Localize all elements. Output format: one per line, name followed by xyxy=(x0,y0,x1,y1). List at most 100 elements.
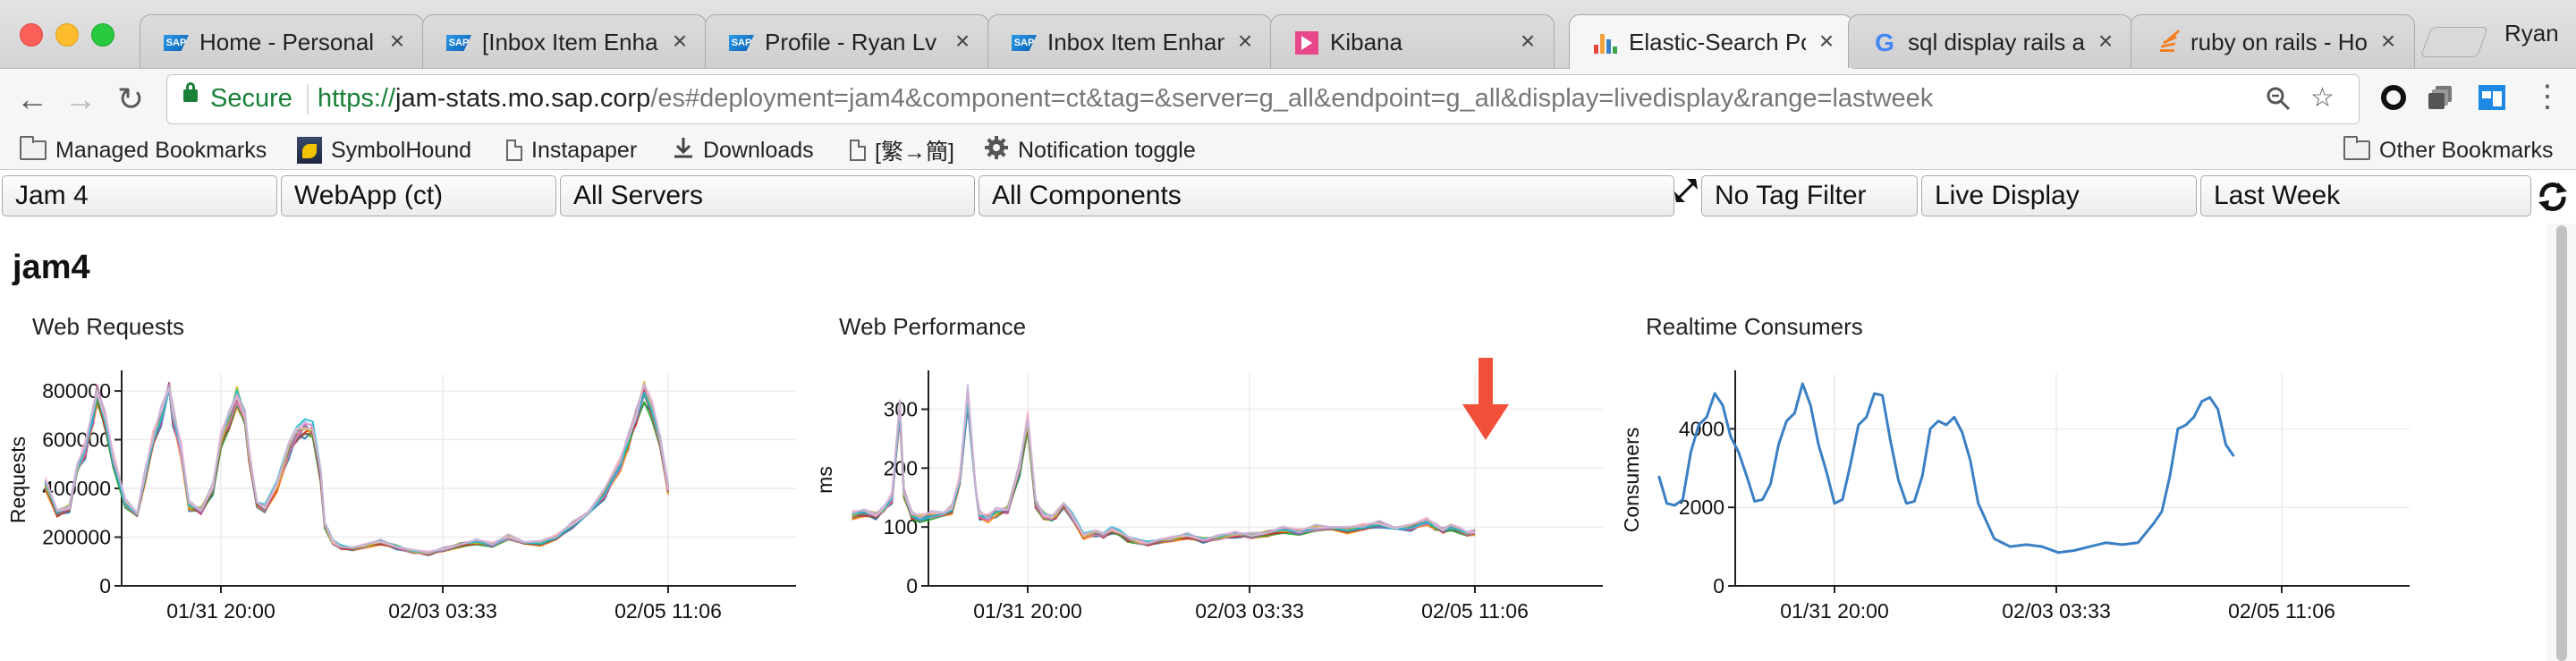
series-line xyxy=(44,382,669,556)
y-axis-label: Consumers xyxy=(1620,428,1643,533)
y-tick-label: 0 xyxy=(906,574,918,597)
profile-name[interactable]: Ryan xyxy=(2504,20,2559,47)
close-icon[interactable]: × xyxy=(2380,27,2396,55)
folder-icon xyxy=(2343,136,2370,160)
filter-toolbar: Jam 4 WebApp (ct) All Servers All Compon… xyxy=(0,170,2576,222)
series-line xyxy=(44,386,669,554)
extension-window-icon[interactable] xyxy=(2478,83,2506,112)
y-axis-label: ms xyxy=(813,466,836,494)
secure-label: Secure xyxy=(210,84,292,113)
x-tick-label: 02/05 11:06 xyxy=(614,599,722,623)
tab-kibana[interactable]: Kibana × xyxy=(1270,14,1555,68)
endpoint-select[interactable]: All Components xyxy=(979,175,1674,216)
close-icon[interactable]: × xyxy=(389,27,405,55)
x-tick-label: 01/31 20:00 xyxy=(973,599,1082,623)
chart-title-web-performance: Web Performance xyxy=(839,313,1027,340)
google-icon: G xyxy=(1875,29,1894,56)
tab-google-sql[interactable]: G sql display rails ac × xyxy=(1848,14,2132,68)
display-select[interactable]: Live Display xyxy=(1921,175,2197,216)
component-select[interactable]: WebApp (ct) xyxy=(281,175,556,216)
tab-home-personal[interactable]: SAP Home - Personal F × xyxy=(140,14,424,68)
range-select[interactable]: Last Week xyxy=(2200,175,2531,216)
reload-button[interactable]: ↻ xyxy=(116,81,145,117)
close-icon[interactable]: × xyxy=(1818,27,1835,55)
tab-label: Kibana xyxy=(1330,29,1402,55)
arrow-shaft xyxy=(1479,358,1493,408)
sap-icon: SAP xyxy=(164,31,189,55)
arrow-head xyxy=(1462,404,1509,440)
extension-stack-icon[interactable] xyxy=(2428,83,2456,112)
series-line xyxy=(44,384,669,555)
sap-icon: SAP xyxy=(729,31,754,55)
tab-elastic-search[interactable]: Elastic-Search Pov × xyxy=(1569,14,1853,69)
server-select[interactable]: All Servers xyxy=(560,175,975,216)
series-line xyxy=(852,390,1476,545)
tabs: SAP Home - Personal F × SAP [Inbox Item … xyxy=(140,14,2429,69)
tab-label: ruby on rails - How xyxy=(2190,29,2368,55)
y-tick-label: 0 xyxy=(1713,574,1724,597)
annotation-arrow xyxy=(1462,358,1509,440)
bookmark-other[interactable]: Other Bookmarks xyxy=(2343,135,2554,165)
folder-icon xyxy=(20,136,47,160)
tab-stackoverflow[interactable]: ruby on rails - How × xyxy=(2131,14,2415,68)
back-button[interactable]: ← xyxy=(16,81,48,117)
tab-profile[interactable]: SAP Profile - Ryan Lv × xyxy=(705,14,989,68)
close-icon[interactable]: × xyxy=(1520,27,1536,55)
expand-icon[interactable] xyxy=(1671,175,1701,206)
maximize-window-button[interactable] xyxy=(91,23,114,47)
kibana-icon xyxy=(1294,31,1319,55)
bookmark-instapaper[interactable]: Instapaper xyxy=(506,135,637,165)
lock-icon xyxy=(183,82,198,102)
gear-icon xyxy=(984,135,1009,166)
deployment-select[interactable]: Jam 4 xyxy=(2,175,277,216)
y-tick-label: 200 xyxy=(884,456,918,479)
refresh-icon[interactable] xyxy=(2535,179,2571,215)
address-bar[interactable]: Secure https://jam-stats.mo.sap.corp/es#… xyxy=(166,74,2360,124)
series-line xyxy=(44,383,669,555)
close-window-button[interactable] xyxy=(20,23,43,47)
bookmark-star-icon[interactable]: ☆ xyxy=(2310,83,2334,113)
stackoverflow-icon xyxy=(2155,30,2181,55)
tab-label: [Inbox Item Enhanc xyxy=(482,29,659,55)
tab-label: Inbox Item Enhanc xyxy=(1047,29,1224,55)
series-line xyxy=(852,384,1476,545)
x-tick-label: 02/03 03:33 xyxy=(388,599,497,623)
bookmark-downloads[interactable]: Downloads xyxy=(673,135,814,165)
tab-strip: SAP Home - Personal F × SAP [Inbox Item … xyxy=(0,0,2576,69)
bookmark-traditional-simplified[interactable]: [繁→簡] xyxy=(850,135,954,165)
tab-label: Elastic-Search Pov xyxy=(1629,29,1806,55)
series-line xyxy=(1657,382,2235,555)
url-text[interactable]: https://jam-stats.mo.sap.corp/es#deploym… xyxy=(318,84,1934,113)
series-line xyxy=(852,398,1476,543)
symbolhound-icon xyxy=(297,137,322,164)
page-icon xyxy=(506,140,522,161)
tab-label: Home - Personal F xyxy=(199,29,377,55)
series-line xyxy=(44,381,669,555)
close-icon[interactable]: × xyxy=(2097,27,2114,55)
browser-toolbar: ← → ↻ Secure https://jam-stats.mo.sap.co… xyxy=(0,69,2576,131)
bookmark-managed[interactable]: Managed Bookmarks xyxy=(20,135,267,165)
new-tab-button[interactable] xyxy=(2419,27,2489,57)
tag-filter-select[interactable]: No Tag Filter xyxy=(1701,175,1918,216)
x-tick-label: 01/31 20:00 xyxy=(166,599,275,623)
close-icon[interactable]: × xyxy=(1237,27,1253,55)
bar-chart-icon xyxy=(1593,31,1618,55)
y-tick-label: 600000 xyxy=(42,428,111,452)
bookmark-symbolhound[interactable]: SymbolHound xyxy=(297,135,471,165)
extension-ring-icon[interactable] xyxy=(2379,83,2408,112)
y-axis-label: Requests xyxy=(6,436,30,523)
close-icon[interactable]: × xyxy=(672,27,688,55)
menu-icon[interactable]: ⋮ xyxy=(2532,80,2563,114)
forward-button[interactable]: → xyxy=(64,81,97,117)
tab-inbox-item-1[interactable]: SAP [Inbox Item Enhanc × xyxy=(422,14,707,68)
scrollbar-thumb[interactable] xyxy=(2556,225,2567,661)
y-tick-label: 400000 xyxy=(42,477,111,500)
bookmark-notification-toggle[interactable]: Notification toggle xyxy=(984,135,1196,165)
close-icon[interactable]: × xyxy=(954,27,970,55)
y-tick-label: 200000 xyxy=(42,526,111,549)
tab-inbox-item-2[interactable]: SAP Inbox Item Enhanc × xyxy=(987,14,1272,68)
minimize-window-button[interactable] xyxy=(55,23,79,47)
zoom-icon[interactable] xyxy=(2266,86,2291,118)
